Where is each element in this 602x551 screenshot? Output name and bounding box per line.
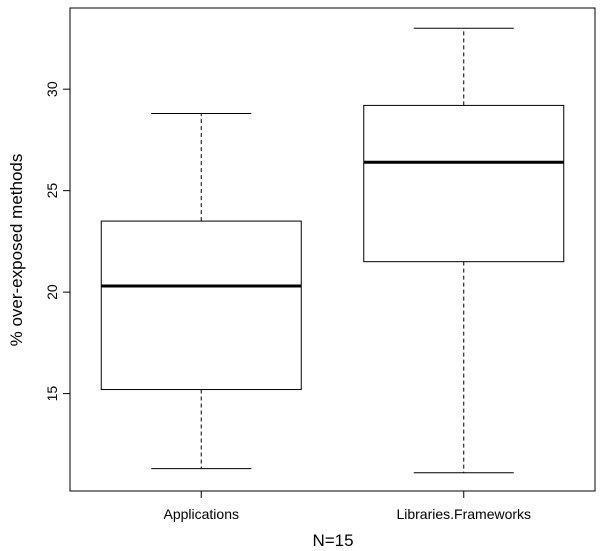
x-axis: Applications Libraries.Frameworks xyxy=(164,491,531,522)
x-tick-label-0: Applications xyxy=(164,506,240,522)
boxes xyxy=(100,27,565,474)
iqr-box-1 xyxy=(363,104,565,263)
y-axis-title: % over-exposed methods xyxy=(7,154,26,347)
y-tick-label-0: 15 xyxy=(44,386,60,402)
x-axis-title: N=15 xyxy=(312,531,353,550)
box-0 xyxy=(100,113,302,470)
y-tick-label-1: 20 xyxy=(44,284,60,300)
y-tick-label-2: 25 xyxy=(44,183,60,199)
x-tick-label-1: Libraries.Frameworks xyxy=(396,506,531,522)
plot-frame xyxy=(69,7,596,492)
iqr-box-0 xyxy=(100,220,302,391)
box-1 xyxy=(363,27,565,474)
y-axis: 15 20 25 30 xyxy=(44,81,70,401)
y-tick-label-3: 30 xyxy=(44,81,60,97)
